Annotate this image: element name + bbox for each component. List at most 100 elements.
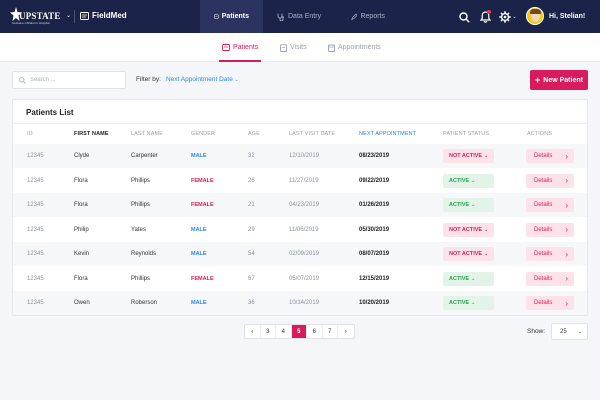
column-header-id[interactable]: ID [27, 131, 33, 137]
star-logo-icon [10, 7, 22, 21]
search-input[interactable] [30, 77, 120, 83]
details-button[interactable]: Details › [526, 271, 574, 286]
details-button[interactable]: Details › [526, 149, 574, 163]
chevron-right-icon: › [565, 200, 568, 210]
cell-age: 36 [248, 300, 255, 306]
cell-last-visit: 12/10/2019 [289, 153, 320, 159]
pagination-page-current[interactable]: 5 [291, 325, 307, 338]
cell-first-name: Clyde [74, 153, 90, 159]
filter-label: Filter by: [136, 76, 161, 83]
cell-id: 12345 [27, 153, 44, 159]
user-greeting: Hi, Stelian! [549, 12, 586, 20]
new-patient-button[interactable]: + New Patient [530, 70, 588, 90]
search-button[interactable] [456, 9, 472, 25]
notifications-button[interactable] [477, 9, 493, 25]
table-row: 12345 Flora Phillips FEMALE 26 11/27/2019 09/2… [13, 169, 587, 193]
nav-tab-reports[interactable]: Reports [337, 0, 399, 33]
cell-gender: FEMALE [191, 202, 214, 208]
clipboard-icon [80, 11, 89, 20]
cell-gender: FEMALE [191, 275, 214, 282]
chevron-right-icon: › [565, 274, 568, 283]
status-dropdown[interactable]: NOT ACTIVE ⌄ [443, 247, 494, 261]
pagination-page[interactable]: 7 [323, 325, 338, 338]
subtab-label: Patients [233, 44, 259, 51]
cell-last-name: Phillips [131, 202, 151, 208]
nav-tab-patients[interactable]: Patients [200, 0, 263, 33]
pagination-next-button[interactable]: › [344, 328, 347, 335]
stethoscope-icon [277, 13, 284, 21]
cell-first-name: Philip [74, 226, 89, 233]
cell-id: 12345 [27, 202, 44, 208]
status-dropdown[interactable]: ACTIVE ⌄ [443, 296, 494, 310]
column-header-next-appointment[interactable]: NEXT APPOINTMENT [359, 131, 417, 137]
status-dropdown[interactable]: ACTIVE ⌄ [443, 198, 494, 212]
details-label: Details [534, 275, 553, 282]
status-badge: ACTIVE [449, 300, 470, 306]
cell-age: 29 [248, 226, 255, 233]
cell-last-name: Phillips [131, 177, 151, 184]
user-menu[interactable]: Hi, Stelian! [526, 7, 585, 25]
nav-tab-data-entry[interactable]: Data Entry [263, 0, 337, 33]
pagination-page[interactable]: 4 [276, 325, 292, 338]
filter-dropdown[interactable]: Next Appointment Date ⌄ [166, 76, 239, 83]
chevron-right-icon: › [565, 298, 568, 308]
gear-icon [499, 11, 512, 23]
page-size-value: 25 [560, 328, 567, 335]
cell-last-name: Yates [131, 226, 146, 233]
chevron-down-icon[interactable]: ⌄ [66, 13, 72, 19]
cell-last-visit: 04/23/2019 [289, 202, 320, 208]
status-dropdown[interactable]: NOT ACTIVE ⌄ [443, 149, 494, 163]
subtab-appointments[interactable]: Appointments [328, 33, 381, 62]
table-title: Patients List [26, 108, 74, 117]
chevron-down-icon: ⌄ [471, 177, 476, 184]
status-dropdown[interactable]: ACTIVE ⌄ [443, 173, 494, 188]
chevron-right-icon: › [565, 176, 568, 185]
details-button[interactable]: Details › [526, 222, 574, 237]
page-size-select[interactable]: 25 ⌄ [551, 323, 588, 340]
column-header-last-visit[interactable]: LAST VISIT DATE [289, 131, 336, 137]
column-header-age[interactable]: AGE [248, 131, 260, 137]
chevron-down-icon: ⌄ [577, 328, 582, 335]
chevron-down-icon: ⌄ [471, 300, 476, 306]
table-row: 12345 Owen Roberson MALE 36 10/14/2019 10/20/2… [13, 291, 587, 315]
details-label: Details [534, 226, 553, 233]
details-button[interactable]: Details › [526, 198, 574, 212]
pagination-page[interactable]: 6 [307, 325, 323, 338]
sub-navigation: Patients Visits Appointments [0, 33, 600, 62]
cell-last-visit: 11/06/2019 [289, 226, 319, 233]
cell-first-name: Flora [74, 202, 88, 208]
app-name: FieldMed [92, 11, 127, 20]
column-header-gender[interactable]: GENDER [191, 131, 216, 137]
cell-last-name: Roberson [131, 300, 158, 306]
chevron-down-icon: ⌄ [484, 153, 489, 159]
details-button[interactable]: Details › [526, 247, 574, 261]
table-row: 12345 Philip Yates MALE 29 11/06/2019 05/30/20… [13, 218, 587, 242]
top-navigation-bar: UPSTATE Golisano Children's Hospital ⌄ F… [0, 0, 600, 33]
pagination-prev-button[interactable]: ‹ [245, 325, 261, 338]
id-card-icon [214, 14, 219, 19]
new-patient-label: New Patient [543, 76, 583, 84]
cell-last-visit: 05/07/2019 [289, 275, 320, 282]
column-header-last-name[interactable]: LAST NAME [131, 131, 163, 137]
details-button[interactable]: Details › [526, 296, 574, 310]
status-dropdown[interactable]: NOT ACTIVE ⌄ [443, 222, 494, 237]
search-icon [19, 76, 26, 84]
column-header-patient-status[interactable]: PATIENT STATUS [443, 131, 490, 137]
settings-button[interactable]: ⌄ [498, 9, 518, 25]
app-switcher[interactable]: FieldMed [80, 11, 127, 20]
column-header-first-name[interactable]: FIRST NAME [74, 131, 109, 137]
subtab-visits[interactable]: Visits [280, 33, 307, 62]
upstate-logo[interactable]: UPSTATE Golisano Children's Hospital [10, 7, 62, 27]
cell-next-appointment: 08/23/2019 [359, 153, 390, 159]
cell-next-appointment: 08/07/2019 [359, 251, 390, 257]
pagination-page[interactable]: 3 [261, 325, 276, 338]
table-row: 12345 Kevin Reynolds MALE 54 02/09/2019 08/07/… [13, 242, 587, 266]
subtab-patients[interactable]: Patients [218, 33, 262, 62]
details-button[interactable]: Details › [526, 173, 574, 188]
cell-gender: MALE [191, 300, 207, 306]
chevron-right-icon: › [565, 249, 568, 259]
status-dropdown[interactable]: ACTIVE ⌄ [443, 271, 494, 286]
cell-id: 12345 [27, 300, 44, 306]
divider [13, 123, 587, 124]
status-badge: ACTIVE [449, 177, 470, 184]
